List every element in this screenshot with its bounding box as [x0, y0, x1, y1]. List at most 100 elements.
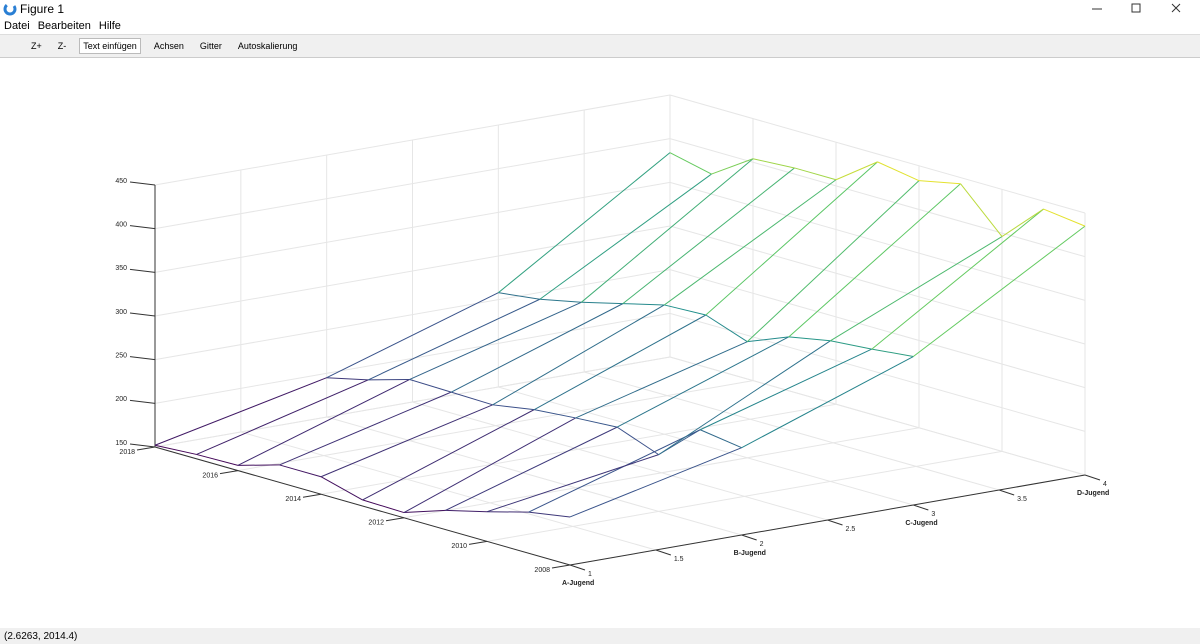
mesh-line [326, 377, 369, 381]
menu-item[interactable]: Datei [4, 19, 30, 32]
mesh-line [581, 301, 623, 305]
x-tick [385, 517, 405, 522]
mesh-line [237, 379, 410, 466]
mesh-line [669, 152, 712, 175]
mesh-line [450, 303, 624, 393]
y-tick [1084, 474, 1101, 481]
y-tick-label: 1 [588, 571, 592, 578]
mesh-line [367, 298, 541, 381]
mesh-line [409, 301, 582, 380]
mesh-line [622, 167, 795, 305]
grid-line [584, 371, 1000, 491]
mesh-line [534, 409, 576, 419]
mesh-line [616, 336, 790, 428]
mesh-line [498, 152, 671, 294]
mesh-line [746, 180, 920, 343]
toolbar: Z+ Z- Text einfügen Achsen Gitter Autoskalier… [0, 34, 1200, 58]
mesh-line [705, 314, 748, 343]
mesh-line [154, 444, 197, 455]
mesh-line [362, 409, 535, 501]
mesh-line [533, 314, 707, 411]
mesh-line [498, 292, 540, 300]
mesh-line [403, 509, 446, 514]
category-label: C-Jugend [905, 520, 937, 527]
mesh-line [528, 429, 701, 513]
window-controls[interactable] [1080, 0, 1200, 18]
mesh-line [741, 356, 914, 449]
status-bar: (2.6263, 2014.4) [0, 628, 1200, 644]
z-tick-label: 450 [115, 178, 127, 185]
z-tick-label: 150 [115, 440, 127, 447]
grid-line [326, 416, 742, 536]
grid-line [498, 386, 914, 506]
mesh-line [711, 158, 754, 175]
x-tick [551, 564, 571, 569]
mesh-line [320, 404, 493, 478]
z-tick-label: 350 [115, 265, 127, 272]
mesh-line [581, 158, 754, 303]
y-tick [741, 534, 757, 541]
mesh-line [788, 336, 831, 342]
grid-line [669, 94, 1086, 214]
menu-item[interactable]: Hilfe [98, 19, 121, 32]
title-bar: Figure 1 [0, 0, 1200, 18]
grid-line [669, 356, 1086, 476]
z-tick [129, 356, 156, 361]
mesh-line [1001, 208, 1044, 237]
mesh-line [835, 161, 878, 181]
category-label: B-Jugend [734, 550, 766, 557]
status-text: (2.6263, 2014.4) [4, 630, 78, 642]
grid-line [669, 138, 1086, 258]
toolbar-button[interactable]: Text einfügen [79, 38, 141, 54]
toolbar-button[interactable]: Z+ [31, 41, 42, 51]
mesh-line [451, 391, 493, 406]
y-tick-label: 3.5 [1017, 496, 1027, 503]
mesh-line [918, 180, 961, 185]
mesh-line [445, 426, 618, 511]
mesh-line [830, 236, 1003, 342]
mesh-line [622, 303, 665, 306]
y-tick [827, 519, 843, 526]
mesh-line [575, 417, 618, 428]
mesh-line [279, 464, 322, 478]
plot-area: 150 200 250 300 350 400 450 2008 2010 2012 2014 201… [115, 94, 1109, 587]
mesh-line [492, 304, 665, 406]
mesh-line [794, 167, 837, 181]
mesh-line [699, 348, 873, 431]
toolbar-button[interactable]: Z- [57, 41, 67, 51]
mesh-line [705, 161, 878, 316]
mesh-line [569, 447, 742, 518]
mesh-line [528, 511, 571, 518]
y-tick-label: 3 [931, 511, 935, 518]
mesh-line [409, 378, 452, 393]
mesh-line [539, 298, 582, 303]
x-tick-label: 2008 [534, 567, 550, 574]
menu-item[interactable]: Bearbeiten [37, 19, 91, 32]
z-tick-label: 200 [115, 396, 127, 403]
grid-line [669, 269, 1086, 389]
z-tick [129, 268, 156, 273]
mesh-line [664, 179, 837, 306]
toolbar-button[interactable]: Achsen [153, 41, 184, 51]
grid-line [669, 225, 1086, 345]
toolbar-button[interactable]: Autoskalierung [237, 41, 298, 51]
x-tick-label: 2016 [202, 472, 218, 479]
mesh-line [326, 292, 499, 379]
x-tick [219, 470, 239, 475]
toolbar-button[interactable]: Gitter [199, 41, 222, 51]
mesh-line [747, 336, 789, 343]
grid-line [240, 431, 656, 551]
mesh-line [196, 379, 369, 455]
y-tick-label: 1.5 [674, 556, 684, 563]
x-tick-label: 2018 [119, 449, 135, 456]
y-tick-label: 4 [1103, 481, 1107, 488]
app-icon [3, 2, 17, 16]
z-tick-label: 400 [115, 222, 127, 229]
mesh-line [616, 426, 659, 456]
mesh-line [658, 340, 831, 456]
mesh-line [154, 377, 327, 446]
mesh-line [362, 499, 405, 514]
x-tick-label: 2012 [368, 520, 384, 527]
mesh-line [1043, 208, 1086, 227]
